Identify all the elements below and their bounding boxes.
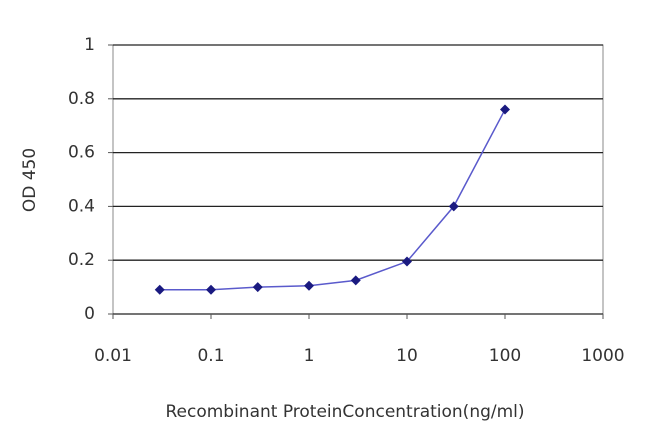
marker bbox=[154, 284, 165, 295]
x-tick-label: 0.01 bbox=[94, 346, 132, 366]
y-axis-label: OD 450 bbox=[20, 148, 40, 212]
x-tick-label: 1 bbox=[304, 346, 315, 366]
y-tick-label: 1 bbox=[84, 35, 95, 55]
x-tick-label: 1000 bbox=[581, 346, 624, 366]
marker bbox=[402, 256, 412, 267]
line bbox=[159, 109, 506, 291]
y-tick-label: 0.8 bbox=[68, 89, 95, 109]
marker bbox=[252, 282, 263, 293]
marker bbox=[304, 280, 314, 291]
y-tick-label: 0.4 bbox=[68, 196, 95, 216]
marker bbox=[206, 284, 216, 295]
y-tick-label: 0 bbox=[84, 304, 95, 324]
x-tick-label: 100 bbox=[489, 346, 521, 366]
marker bbox=[448, 201, 459, 212]
x-tick-label: 10 bbox=[396, 346, 418, 366]
marker bbox=[500, 104, 510, 115]
x-axis-label: Recombinant ProteinConcentration(ng/ml) bbox=[165, 402, 524, 422]
y-tick-label: 0.2 bbox=[68, 250, 95, 270]
x-tick-label: 0.1 bbox=[197, 346, 224, 366]
plot-area bbox=[112, 44, 604, 315]
marker bbox=[350, 275, 361, 286]
y-tick-label: 0.6 bbox=[68, 143, 95, 163]
